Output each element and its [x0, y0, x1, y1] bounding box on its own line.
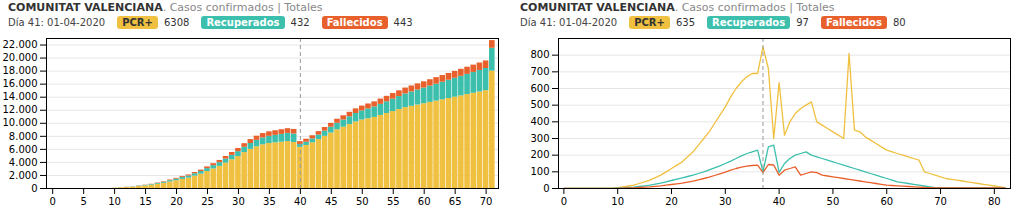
svg-text:70: 70 [934, 196, 947, 207]
html-text:97: 97 [796, 17, 809, 28]
svg-text:65: 65 [449, 196, 462, 207]
svg-text:60: 60 [418, 196, 431, 207]
svg-text:20: 20 [665, 196, 678, 207]
svg-text:0: 0 [543, 183, 549, 194]
html-text:Día 41: 01-04-2020: Día 41: 01-04-2020 [8, 17, 106, 28]
svg-text:100: 100 [530, 166, 549, 177]
html-text:Fallecidos: Fallecidos [825, 17, 882, 28]
svg-text:40: 40 [773, 196, 786, 207]
svg-text:22.000: 22.000 [3, 39, 38, 50]
svg-text:50: 50 [827, 196, 840, 207]
svg-text:300: 300 [530, 133, 549, 144]
svg-text:10: 10 [611, 196, 624, 207]
svg-text:600: 600 [530, 83, 549, 94]
svg-text:500: 500 [530, 99, 549, 110]
svg-text:0: 0 [50, 196, 56, 207]
svg-text:700: 700 [530, 66, 549, 77]
svg-text:10: 10 [108, 196, 121, 207]
svg-text:70: 70 [480, 196, 493, 207]
html-text:COMUNITAT VALENCIANA. Casos co: COMUNITAT VALENCIANA. Casos confirmados … [8, 1, 323, 14]
svg-text:14.000: 14.000 [3, 91, 38, 102]
html-text:80: 80 [892, 17, 906, 28]
svg-text:40: 40 [294, 196, 307, 207]
svg-text:20.000: 20.000 [3, 52, 38, 63]
svg-text:15: 15 [139, 196, 152, 207]
html-text:635: 635 [675, 17, 695, 28]
html-text:Recuperados: Recuperados [206, 17, 280, 28]
svg-text:55: 55 [387, 196, 400, 207]
html-text:Recuperados: Recuperados [712, 17, 786, 28]
svg-text:400: 400 [530, 116, 549, 127]
html-text:Fallecidos: Fallecidos [326, 17, 383, 28]
svg-text:45: 45 [325, 196, 338, 207]
svg-text:35: 35 [263, 196, 276, 207]
svg-text:30: 30 [232, 196, 245, 207]
svg-text:8.000: 8.000 [9, 131, 38, 142]
svg-text:20: 20 [170, 196, 183, 207]
svg-text:80: 80 [988, 196, 1001, 207]
svg-text:60: 60 [880, 196, 893, 207]
svg-text:12.000: 12.000 [3, 104, 38, 115]
svg-text:5: 5 [80, 196, 86, 207]
html-text:6308: 6308 [163, 17, 190, 28]
svg-text:30: 30 [719, 196, 732, 207]
svg-text:25: 25 [201, 196, 214, 207]
html-text:COMUNITAT VALENCIANA. Casos co: COMUNITAT VALENCIANA. Casos confirmados … [520, 1, 835, 14]
svg-text:18.000: 18.000 [3, 65, 38, 76]
html-text:Día 41: 01-04-2020: Día 41: 01-04-2020 [520, 17, 618, 28]
html-text:443: 443 [393, 17, 413, 28]
svg-text:4.000: 4.000 [9, 157, 38, 168]
html-text:432: 432 [290, 17, 310, 28]
svg-text:800: 800 [530, 49, 549, 60]
svg-text:50: 50 [356, 196, 369, 207]
html-text:PCR+: PCR+ [122, 17, 153, 28]
svg-text:16.000: 16.000 [3, 78, 38, 89]
svg-text:0: 0 [31, 183, 37, 194]
svg-text:6.000: 6.000 [9, 144, 38, 155]
svg-text:200: 200 [530, 149, 549, 160]
html-text:PCR+: PCR+ [634, 17, 665, 28]
svg-text:10.000: 10.000 [3, 117, 38, 128]
svg-text:2.000: 2.000 [9, 170, 38, 181]
svg-text:0: 0 [561, 196, 567, 207]
